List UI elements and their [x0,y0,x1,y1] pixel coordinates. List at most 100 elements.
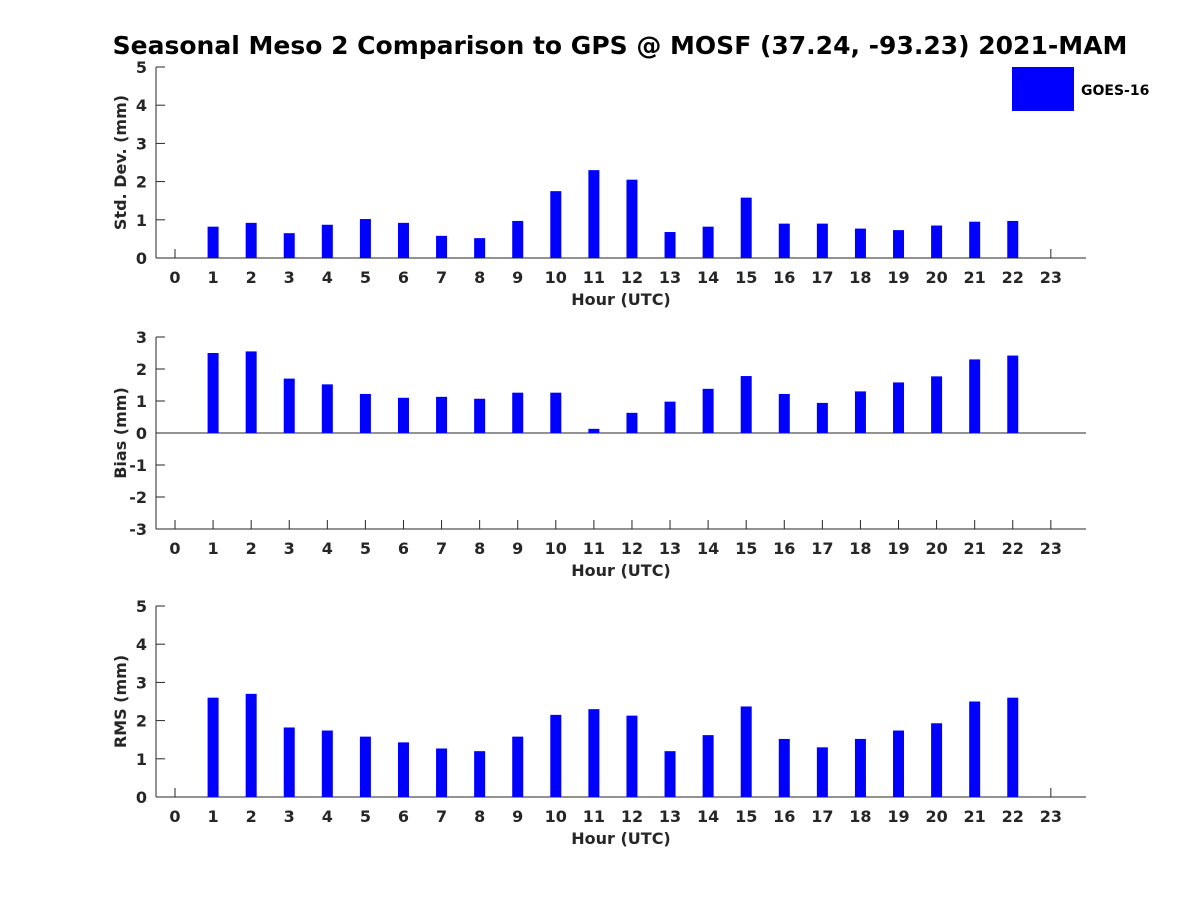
bar-hour-8 [474,751,486,797]
y-tick-label: 5 [136,58,147,77]
bar-hour-5 [359,736,371,797]
x-tick-label: 21 [964,268,986,287]
bar-hour-17 [816,402,828,433]
bar-hour-2 [245,222,257,258]
bar-hour-18 [854,738,866,797]
legend-swatch-goes16 [1012,67,1074,111]
y-tick-label: 4 [136,635,147,654]
bar-hour-9 [512,392,524,433]
x-tick-label: 23 [1040,539,1062,558]
x-tick-label: 20 [925,807,947,826]
bar-hour-8 [474,238,486,258]
x-axis-label: Hour (UTC) [571,829,671,848]
y-axis-label: Std. Dev. (mm) [111,95,130,230]
bar-hour-19 [893,230,905,258]
x-tick-label: 15 [735,807,757,826]
bar-hour-16 [778,738,790,797]
x-tick-label: 1 [208,539,219,558]
chart-title: Seasonal Meso 2 Comparison to GPS @ MOSF… [113,31,1128,60]
x-tick-label: 12 [621,268,643,287]
x-tick-label: 18 [849,807,871,826]
bar-hour-13 [664,401,676,433]
bar-hour-21 [969,359,981,433]
x-tick-label: 7 [436,539,447,558]
x-tick-label: 3 [284,807,295,826]
bar-hour-2 [245,693,257,797]
bar-hour-17 [816,747,828,797]
x-tick-label: 19 [887,539,909,558]
bar-hour-10 [550,392,562,433]
x-tick-label: 10 [545,268,567,287]
x-tick-label: 1 [208,807,219,826]
bar-hour-15 [740,706,752,797]
y-tick-label: 1 [136,750,147,769]
bar-hour-11 [588,170,600,258]
x-tick-label: 6 [398,807,409,826]
x-tick-label: 9 [512,539,523,558]
x-tick-label: 21 [964,539,986,558]
x-tick-label: 16 [773,539,795,558]
x-tick-label: 23 [1040,268,1062,287]
bar-hour-12 [626,412,638,433]
x-tick-label: 22 [1002,807,1024,826]
x-tick-label: 12 [621,539,643,558]
bar-hour-6 [397,397,409,433]
x-tick-label: 6 [398,539,409,558]
bar-hour-11 [588,428,600,433]
x-tick-label: 2 [246,807,257,826]
y-tick-label: 0 [136,424,147,443]
x-tick-label: 9 [512,807,523,826]
bar-hour-6 [397,222,409,258]
x-tick-label: 5 [360,539,371,558]
x-tick-label: 11 [583,268,605,287]
y-tick-label: -2 [129,488,147,507]
x-tick-label: 19 [887,807,909,826]
x-tick-label: 16 [773,807,795,826]
x-tick-label: 4 [322,539,333,558]
y-tick-label: -3 [129,520,147,539]
x-tick-label: 20 [925,539,947,558]
x-tick-label: 18 [849,539,871,558]
x-tick-label: 0 [169,807,180,826]
legend: GOES-16 [1012,67,1149,111]
y-tick-label: 2 [136,360,147,379]
y-tick-label: -1 [129,456,147,475]
x-axis-label: Hour (UTC) [571,561,671,580]
x-tick-label: 2 [246,539,257,558]
bar-hour-14 [702,388,714,433]
bar-hour-1 [207,226,219,258]
x-tick-label: 2 [246,268,257,287]
bar-hour-19 [893,382,905,433]
bar-hour-10 [550,191,562,258]
bar-hour-6 [397,742,409,797]
x-tick-label: 7 [436,268,447,287]
bar-hour-9 [512,736,524,797]
bar-hour-19 [893,730,905,797]
y-tick-label: 0 [136,249,147,268]
x-tick-label: 7 [436,807,447,826]
y-tick-label: 1 [136,211,147,230]
x-axis-label: Hour (UTC) [571,290,671,309]
bar-hour-22 [1007,697,1019,797]
x-tick-label: 3 [284,268,295,287]
x-tick-label: 4 [322,268,333,287]
x-tick-label: 14 [697,807,719,826]
x-tick-label: 17 [811,807,833,826]
bar-hour-7 [436,235,448,258]
y-tick-label: 2 [136,712,147,731]
y-tick-label: 2 [136,173,147,192]
bar-hour-20 [931,376,943,433]
bar-hour-10 [550,714,562,797]
bar-hour-22 [1007,220,1019,258]
bar-hour-3 [283,378,295,433]
x-tick-label: 12 [621,807,643,826]
x-tick-label: 17 [811,539,833,558]
x-tick-label: 8 [474,539,485,558]
bar-hour-8 [474,398,486,433]
bar-hour-13 [664,751,676,797]
x-tick-label: 11 [583,807,605,826]
